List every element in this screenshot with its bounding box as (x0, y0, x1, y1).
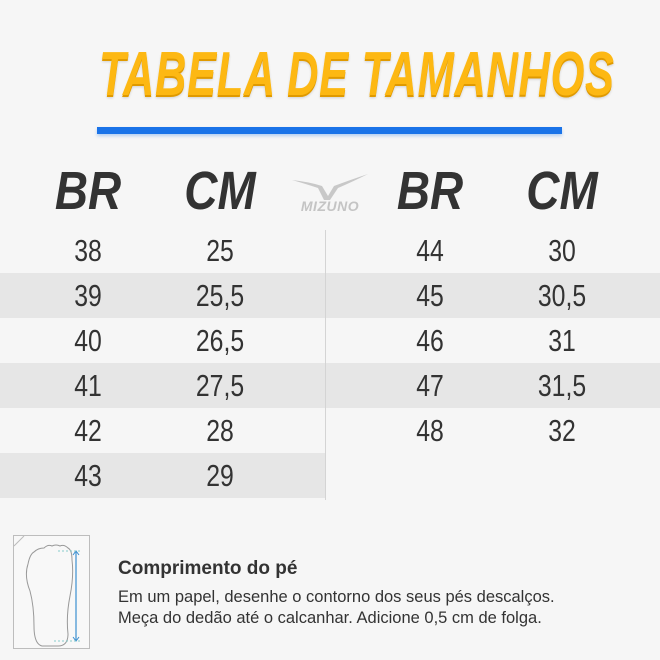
size-cell-cm: 28 (206, 413, 234, 448)
size-cell-cm: 30,5 (537, 278, 587, 313)
size-cell-br: 48 (416, 413, 444, 448)
page-title: TABELA DE TAMANHOS (99, 40, 615, 109)
size-cell-br: 41 (74, 368, 102, 403)
size-cell-br: 46 (416, 323, 444, 358)
size-cell-cm: 26,5 (195, 323, 245, 358)
size-cell-br: 43 (74, 458, 102, 493)
size-cell-cm: 31 (548, 323, 576, 358)
info-text-line2: Meça do dedão até o calcanhar. Adicione … (118, 609, 542, 627)
header-br-right: BR (396, 161, 464, 221)
size-cell-br: 47 (416, 368, 444, 403)
mizuno-runbird-icon (292, 174, 368, 200)
size-cell-br: 39 (74, 278, 102, 313)
size-cell-cm: 25,5 (195, 278, 245, 313)
title-underline (97, 127, 562, 134)
column-divider (325, 230, 326, 500)
size-cell-cm: 31,5 (537, 368, 587, 403)
size-cell-cm: 25 (206, 233, 234, 268)
header-br-left: BR (54, 161, 122, 221)
row-band (0, 453, 325, 498)
header-cm-right: CM (526, 161, 598, 221)
size-cell-br: 40 (74, 323, 102, 358)
size-cell-br: 44 (416, 233, 444, 268)
size-cell-br: 42 (74, 413, 102, 448)
size-cell-cm: 32 (548, 413, 576, 448)
foot-measure-icon (13, 535, 82, 647)
info-text-line1: Em um papel, desenhe o contorno dos seus… (118, 588, 555, 606)
size-cell-cm: 27,5 (195, 368, 245, 403)
size-cell-cm: 30 (548, 233, 576, 268)
row-band (0, 273, 660, 318)
foot-diagram (13, 535, 90, 649)
info-title: Comprimento do pé (118, 558, 298, 579)
mizuno-logo: MIZUNO (290, 172, 370, 217)
size-cell-br: 38 (74, 233, 102, 268)
size-cell-br: 45 (416, 278, 444, 313)
size-cell-cm: 29 (206, 458, 234, 493)
row-band (0, 363, 660, 408)
header-cm-left: CM (184, 161, 256, 221)
